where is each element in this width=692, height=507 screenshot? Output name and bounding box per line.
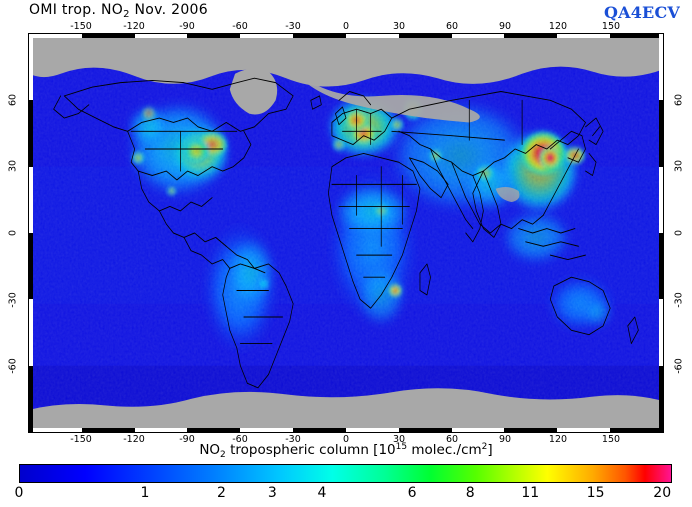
title-subscript: 2	[123, 9, 130, 20]
qa4ecv-logo: QA4ECV	[603, 3, 680, 22]
longitude-labels-bottom: -150 -120 -90 -60 -30 0 30 60 90 120 150	[28, 434, 664, 445]
colorbar-tick-4: 4	[317, 485, 327, 501]
longitude-label-top: 60	[445, 21, 459, 32]
latitude-label-right: -30	[673, 291, 685, 308]
longitude-label-top: -150	[70, 21, 92, 32]
longitude-label-bottom: 0	[342, 434, 350, 445]
latitude-label-left: 60	[7, 93, 19, 106]
longitude-label-bottom: -30	[285, 434, 301, 445]
latitude-label-left: -30	[7, 291, 19, 308]
title-text: OMI trop. NO	[29, 2, 124, 18]
xlabel-part4: ]	[487, 442, 493, 458]
latitude-label-right: 60	[673, 93, 685, 106]
latitude-label-left: 0	[7, 229, 19, 237]
colorbar-tick-2: 2	[216, 485, 226, 501]
colorbar	[19, 464, 672, 483]
colorbar-tick-0: 0	[14, 485, 24, 501]
latitude-labels-right: 60 30 0 -30 -60	[668, 33, 690, 433]
nodata-arctic	[29, 34, 663, 87]
colorbar-tick-labels: 0 1 2 3 4 6 8 11 15 20	[15, 485, 672, 503]
colorbar-axis-label: NO2 tropospheric column [1015 molec./cm2…	[0, 442, 692, 460]
longitude-label-bottom: 90	[498, 434, 512, 445]
longitude-label-top: -60	[232, 21, 248, 32]
colorbar-tick-20: 20	[653, 485, 672, 501]
longitude-label-bottom: -150	[70, 434, 92, 445]
longitude-label-top: 0	[342, 21, 350, 32]
longitude-label-top: -90	[179, 21, 195, 32]
longitude-label-top: 120	[548, 21, 568, 32]
latitude-label-right: -60	[673, 358, 685, 375]
colorbar-tick-6: 6	[407, 485, 417, 501]
colorbar-tick-11: 11	[521, 485, 540, 501]
xlabel-part1: NO	[199, 442, 221, 458]
latitude-label-left: 30	[7, 160, 19, 173]
latitude-label-right: 30	[673, 160, 685, 173]
longitude-label-bottom: -120	[123, 434, 145, 445]
longitude-label-top: -30	[285, 21, 301, 32]
longitude-label-bottom: 120	[548, 434, 568, 445]
coastlines-layer	[53, 77, 639, 389]
colorbar-tick-8: 8	[465, 485, 475, 501]
xlabel-sup2: 2	[481, 442, 488, 452]
colorbar-tick-1: 1	[140, 485, 150, 501]
xlabel-part2: tropospheric column [10	[225, 442, 396, 458]
world-no2-map	[29, 34, 663, 432]
longitude-label-top: 30	[392, 21, 406, 32]
figure-title: OMI trop. NO2 Nov. 2006	[29, 2, 208, 20]
title-period: Nov. 2006	[129, 2, 208, 18]
colorbar-tick-15: 15	[586, 485, 605, 501]
latitude-label-left: -60	[7, 358, 19, 375]
nodata-antarctica	[29, 388, 663, 432]
latitude-label-right: 0	[673, 229, 685, 237]
latitude-labels-left: 60 30 0 -30 -60	[2, 33, 24, 433]
map-plot-area	[28, 33, 664, 433]
longitude-label-bottom: -90	[179, 434, 195, 445]
xlabel-part3: molec./cm	[407, 442, 482, 458]
longitude-label-bottom: -60	[232, 434, 248, 445]
longitude-label-bottom: 30	[392, 434, 406, 445]
longitude-label-top: -120	[123, 21, 145, 32]
colorbar-tick-3: 3	[267, 485, 277, 501]
longitude-labels-top: -150 -120 -90 -60 -30 0 30 60 90 120 150	[28, 21, 664, 32]
xlabel-sub1: 2	[220, 450, 226, 460]
xlabel-sup1: 15	[395, 442, 408, 452]
longitude-label-bottom: 150	[601, 434, 621, 445]
colorbar-gradient	[20, 465, 671, 482]
longitude-label-bottom: 60	[445, 434, 459, 445]
longitude-label-top: 90	[498, 21, 512, 32]
map-canvas	[29, 34, 663, 432]
longitude-label-top: 150	[601, 21, 621, 32]
